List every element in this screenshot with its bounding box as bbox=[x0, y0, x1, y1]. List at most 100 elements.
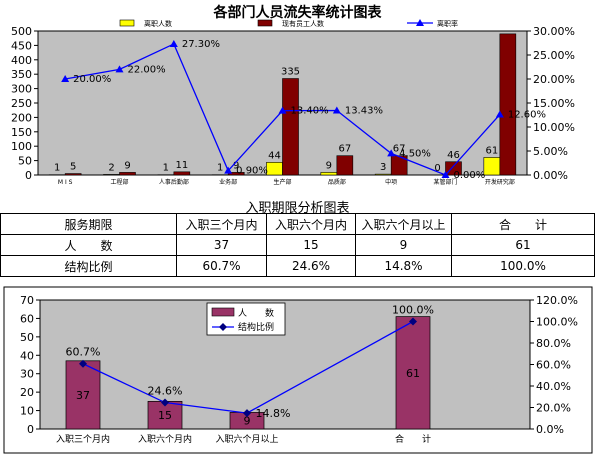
y2-tick-label: 100.0% bbox=[536, 316, 578, 329]
line-label: 14.8% bbox=[256, 407, 291, 420]
y2-tick-label: 40.0% bbox=[536, 380, 571, 393]
y-tick-label: 150 bbox=[11, 126, 32, 139]
table-cell: 服务期限 bbox=[0, 213, 177, 235]
table-row: 结构比例 60.7% 24.6% 14.8% 100.0% bbox=[0, 255, 595, 277]
bar-label: 1 bbox=[217, 163, 223, 174]
table-cell: 结构比例 bbox=[0, 255, 177, 277]
table-cell: 人 数 bbox=[0, 234, 177, 256]
y2-tick-label: 15.00% bbox=[533, 97, 575, 110]
bar bbox=[282, 78, 299, 176]
turnover-chart: 0501001502002503003504004505000.00%5.00%… bbox=[11, 19, 575, 186]
line-label: 24.6% bbox=[148, 385, 183, 398]
line-marker bbox=[79, 359, 87, 368]
x-tick-label: 入职六个月以上 bbox=[215, 433, 278, 445]
tenure-chart: 0 10 20 30 40 50 60 70 0.0% 20.0% 40.0% 60.0% 80.0% 1… bbox=[3, 286, 593, 454]
y2-tick-label: 0.00% bbox=[533, 169, 568, 182]
table-cell: 入职六个月内 bbox=[266, 213, 356, 235]
y2-tick-label: 60.0% bbox=[536, 359, 571, 372]
line-label: 13.43% bbox=[345, 106, 383, 117]
y-tick-label: 0 bbox=[25, 169, 32, 182]
x-tick-label: 人事后勤部 bbox=[159, 178, 189, 186]
legend-swatch bbox=[119, 19, 135, 27]
y2-tick-label: 10.00% bbox=[533, 121, 575, 134]
bar-label: 37 bbox=[76, 389, 90, 402]
line-label: 12.60% bbox=[508, 110, 546, 121]
y2-tick-label: 80.0% bbox=[536, 337, 571, 350]
y-tick-label: 10 bbox=[20, 405, 34, 418]
bar bbox=[499, 33, 517, 176]
bar-label: 1 bbox=[163, 163, 169, 174]
bar-label: 9 bbox=[124, 160, 130, 171]
table-cell: 100.0% bbox=[451, 255, 595, 277]
y2-tick-label: 25.00% bbox=[533, 49, 575, 62]
bar bbox=[483, 157, 501, 176]
x-tick-label: 入职六个月内 bbox=[138, 433, 192, 445]
table-cell: 9 bbox=[355, 234, 452, 256]
y-tick-label: 300 bbox=[11, 83, 32, 96]
x-tick-label: 工程部 bbox=[110, 178, 128, 186]
bar-label: 2 bbox=[108, 162, 114, 173]
x-tick-label: 业务部 bbox=[219, 178, 237, 186]
bar bbox=[65, 360, 101, 430]
y2-tick-label: 120.0% bbox=[536, 294, 578, 307]
bar-label: 46 bbox=[447, 150, 460, 161]
bar-label: 11 bbox=[175, 160, 188, 171]
legend-marker bbox=[219, 323, 227, 331]
table-header-row: 服务期限 入职三个月内 入职六个月内 入职六个月以上 合 计 bbox=[0, 213, 595, 235]
y2-tick-label: 0.0% bbox=[536, 423, 564, 436]
legend-swatch bbox=[211, 307, 235, 317]
bar bbox=[336, 155, 354, 176]
y-tick-label: 0 bbox=[27, 423, 34, 436]
table-cell: 合 计 bbox=[451, 213, 595, 235]
bar-label: 335 bbox=[281, 67, 300, 78]
line-label: 0.90% bbox=[236, 166, 268, 177]
bar-label: 0 bbox=[434, 163, 440, 174]
x-tick-label: 入职三个月内 bbox=[56, 433, 110, 445]
bar-label: 15 bbox=[158, 409, 172, 422]
legend-marker bbox=[416, 19, 424, 26]
line-label: 20.00% bbox=[73, 74, 111, 85]
y-tick-label: 40 bbox=[20, 349, 34, 362]
x-tick-label: 开发研究部 bbox=[485, 178, 515, 186]
y-tick-label: 30 bbox=[20, 368, 34, 381]
x-tick-label: 某管部门 bbox=[433, 178, 457, 186]
bar bbox=[227, 172, 245, 176]
legend-label: 结构比例 bbox=[238, 321, 274, 333]
legend-label: 离职率 bbox=[437, 19, 458, 28]
y-tick-label: 50 bbox=[18, 155, 32, 168]
y-tick-label: 450 bbox=[11, 39, 32, 52]
bar-label: 61 bbox=[485, 145, 498, 156]
table-cell: 15 bbox=[266, 234, 356, 256]
y-tick-label: 400 bbox=[11, 54, 32, 67]
y-tick-label: 100 bbox=[11, 140, 32, 153]
line-marker bbox=[278, 106, 287, 114]
x-tick-label: 生产部 bbox=[273, 178, 291, 186]
x-tick-label: 合 计 bbox=[395, 433, 431, 445]
legend-label: 离职人数 bbox=[144, 19, 172, 28]
bar bbox=[173, 171, 191, 176]
legend-swatch bbox=[257, 19, 273, 27]
y-tick-label: 500 bbox=[11, 25, 32, 38]
line-label: 13.40% bbox=[291, 106, 329, 117]
bar-label: 61 bbox=[406, 367, 420, 380]
legend-label: 现有员工人数 bbox=[282, 19, 324, 28]
bar bbox=[266, 162, 283, 176]
bar-label: 9 bbox=[244, 415, 251, 428]
line-marker bbox=[441, 171, 450, 178]
line-marker bbox=[332, 106, 341, 114]
table-cell: 入职三个月内 bbox=[176, 213, 267, 235]
line-marker bbox=[115, 65, 124, 73]
chart-title: 各部门人员流失率统计图表 bbox=[213, 5, 382, 21]
y-tick-label: 200 bbox=[11, 111, 32, 124]
x-tick-label: M I S bbox=[58, 179, 73, 186]
bar-label: 9 bbox=[233, 160, 239, 171]
line-marker bbox=[161, 398, 169, 407]
line-label: 4.50% bbox=[399, 148, 431, 159]
x-tick-label: 中项 bbox=[385, 178, 397, 186]
line-marker bbox=[224, 166, 233, 174]
y-tick-label: 50 bbox=[20, 331, 34, 344]
line-label: 100.0% bbox=[392, 304, 434, 317]
y2-tick-label: 20.0% bbox=[536, 402, 571, 415]
table-row: 人 数 37 15 9 61 bbox=[0, 234, 595, 256]
